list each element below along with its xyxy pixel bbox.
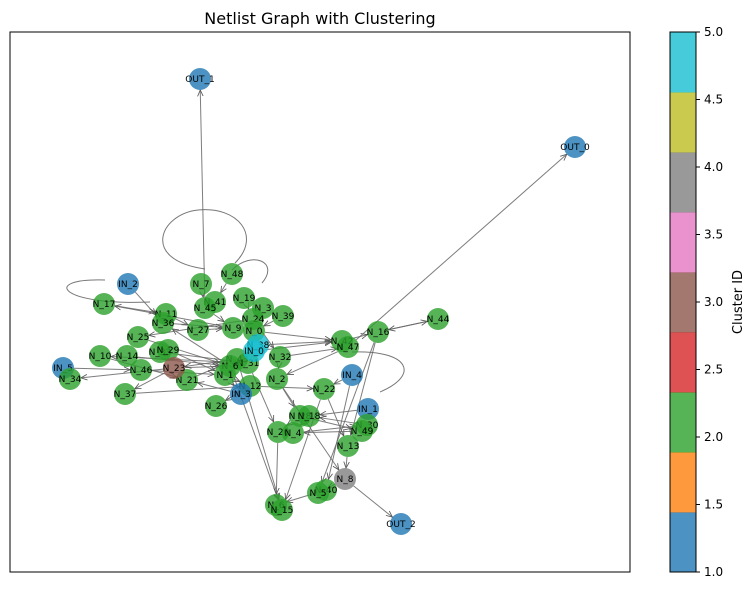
node-IN_3[interactable]: IN_3 xyxy=(230,383,252,405)
colorbar-segment xyxy=(670,92,696,153)
node-label: IN_4 xyxy=(342,371,362,381)
colorbar-segment xyxy=(670,392,696,453)
node-N_4[interactable]: N_4 xyxy=(282,422,304,444)
node-label: N_48 xyxy=(221,270,244,280)
node-IN_0[interactable]: IN_0 xyxy=(243,340,265,362)
colorbar-tick-label: 2.5 xyxy=(704,363,723,377)
node-N_8[interactable]: N_8 xyxy=(334,468,356,490)
colorbar-segment xyxy=(670,32,696,93)
node-N_9[interactable]: N_9 xyxy=(222,317,244,339)
node-label: N_45 xyxy=(194,304,217,314)
colorbar-segment xyxy=(670,152,696,213)
node-label: N_39 xyxy=(272,312,295,322)
colorbar-tick-label: 5.0 xyxy=(704,25,723,39)
node-label: N_22 xyxy=(313,385,336,395)
colorbar-segment xyxy=(670,332,696,393)
node-label: N_17 xyxy=(93,300,116,310)
node-label: N_1 xyxy=(217,371,234,381)
node-label: IN_1 xyxy=(358,405,378,415)
node-label: N_29 xyxy=(157,346,180,356)
colorbar-tick-label: 1.0 xyxy=(704,565,723,579)
node-label: N_13 xyxy=(337,442,360,452)
node-label: N_18 xyxy=(298,412,321,422)
node-label: N_14 xyxy=(116,352,139,362)
node-IN_2[interactable]: IN_2 xyxy=(117,273,139,295)
node-label: N_27 xyxy=(187,326,210,336)
node-label: N_2 xyxy=(269,375,286,385)
colorbar-tick-label: 3.5 xyxy=(704,228,723,242)
node-label: N_32 xyxy=(269,353,292,363)
node-label: N_34 xyxy=(59,375,82,385)
colorbar-tick-label: 2.0 xyxy=(704,430,723,444)
node-label: N_15 xyxy=(271,506,294,516)
node-label: N_23 xyxy=(163,364,186,374)
node-label: OUT_1 xyxy=(185,75,214,85)
node-label: OUT_0 xyxy=(560,143,590,153)
colorbar xyxy=(670,32,696,573)
colorbar-tick-label: 1.5 xyxy=(704,498,723,512)
colorbar-segment xyxy=(670,212,696,273)
node-label: N_46 xyxy=(130,366,153,376)
node-label: N_26 xyxy=(205,402,228,412)
colorbar-segment xyxy=(670,272,696,333)
node-label: N_10 xyxy=(89,352,112,362)
node-label: N_37 xyxy=(114,390,137,400)
node-label: N_19 xyxy=(233,294,256,304)
colorbar-segment xyxy=(670,452,696,513)
colorbar-label: Cluster ID xyxy=(731,270,746,334)
node-label: N_49 xyxy=(351,427,374,437)
node-IN_4[interactable]: IN_4 xyxy=(341,364,363,386)
colorbar-tick-label: 3.0 xyxy=(704,295,723,309)
node-label: N_44 xyxy=(427,315,450,325)
node-label: N_47 xyxy=(337,343,360,353)
node-label: OUT_2 xyxy=(386,520,415,530)
node-label: N_7 xyxy=(193,280,210,290)
node-N_7[interactable]: N_7 xyxy=(190,273,212,295)
colorbar-tick-label: 4.0 xyxy=(704,160,723,174)
node-N_5[interactable]: N_5 xyxy=(307,482,329,504)
node-label: N_9 xyxy=(225,324,242,334)
node-label: IN_3 xyxy=(231,390,251,400)
node-label: IN_0 xyxy=(244,347,264,357)
colorbar-tick-label: 4.5 xyxy=(704,93,723,107)
node-label: N_8 xyxy=(337,475,354,485)
node-N_2[interactable]: N_2 xyxy=(266,368,288,390)
node-label: IN_2 xyxy=(118,280,138,290)
chart-title: Netlist Graph with Clustering xyxy=(204,9,435,28)
node-label: N_36 xyxy=(152,319,175,329)
node-label: N_4 xyxy=(285,429,302,439)
colorbar-ticks: 1.0 1.5 2.0 2.5 3.0 3.5 4.0 4.5 5.0 xyxy=(696,25,723,579)
node-label: N_25 xyxy=(127,333,150,343)
colorbar-segment xyxy=(670,512,696,573)
node-label: N_5 xyxy=(310,489,327,499)
node-label: N_16 xyxy=(367,328,390,338)
node-N_1[interactable]: N_1 xyxy=(214,364,236,386)
